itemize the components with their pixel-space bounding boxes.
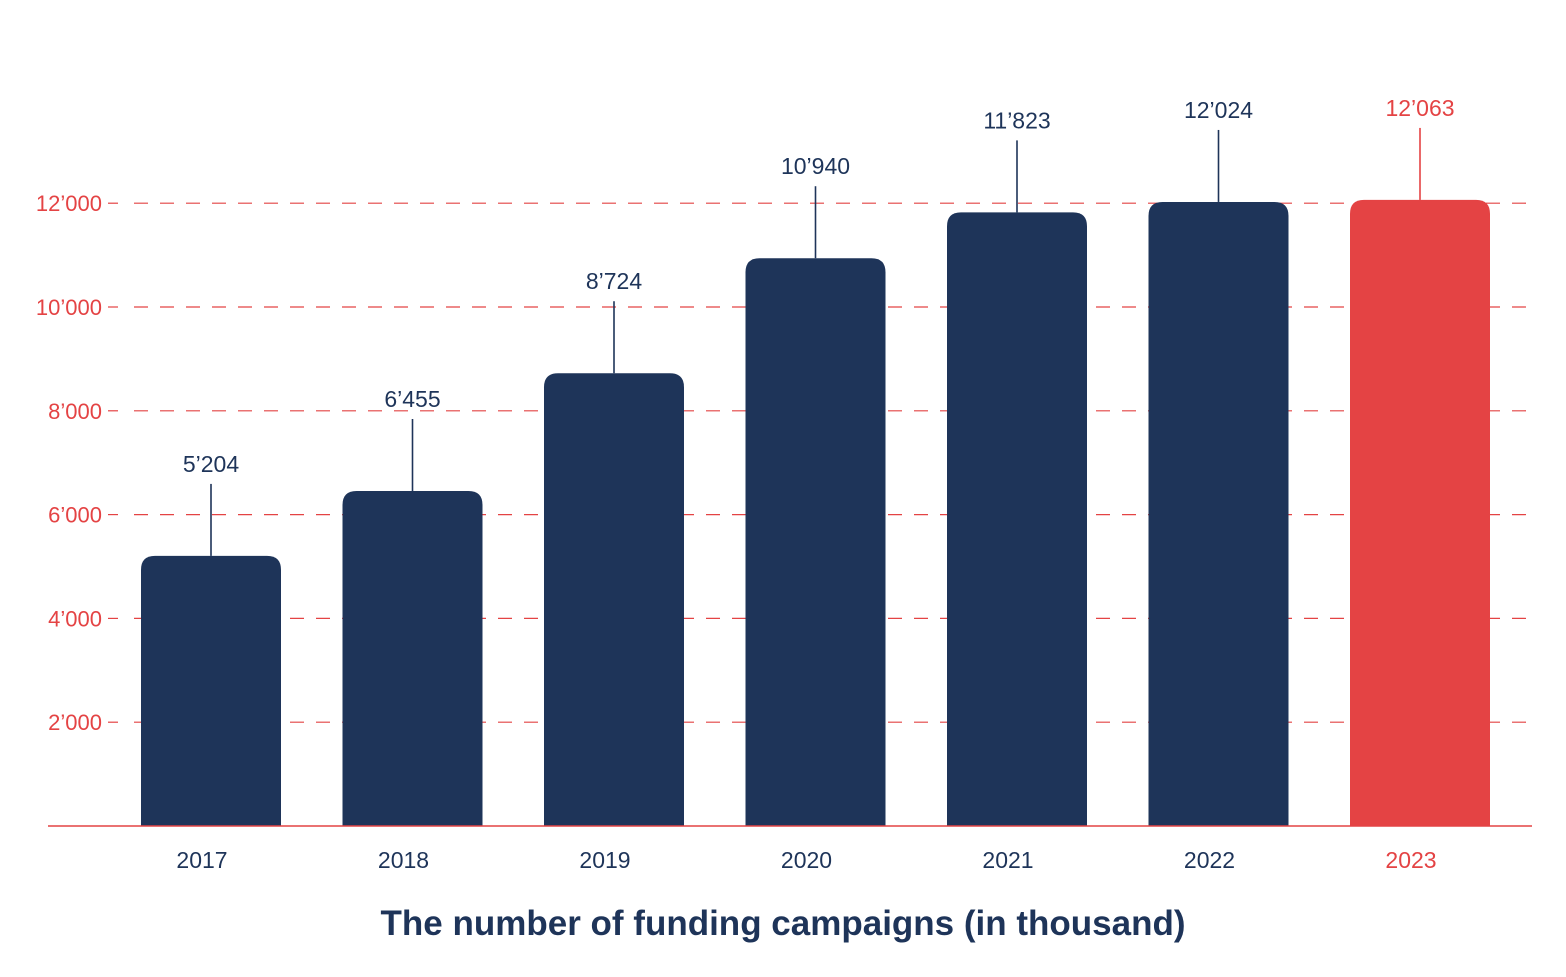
bar-2018 <box>342 490 483 826</box>
bar-2023 <box>1350 199 1490 826</box>
data-label-2017: 5’204 <box>183 451 239 477</box>
bar-2017 <box>141 555 281 826</box>
bar-2021 <box>947 212 1087 827</box>
data-labels: 5’204 6’455 8’724 10’940 11’823 12’024 12’063 <box>183 95 1455 556</box>
x-tick-label-2020: 2020 <box>781 847 832 873</box>
y-tick-label: 10’000 <box>36 295 102 320</box>
data-label-2021: 11’823 <box>983 107 1050 133</box>
x-tick-label-2017: 2017 <box>176 847 227 873</box>
x-tick-label-2019: 2019 <box>579 847 630 873</box>
y-tick-label: 4’000 <box>48 606 102 631</box>
data-label-2023: 12’063 <box>1385 95 1454 121</box>
x-tick-label-2021: 2021 <box>982 847 1033 873</box>
y-tick-label: 12’000 <box>36 191 102 216</box>
x-axis-categories: 2017 2018 2019 2020 2021 2022 2023 <box>176 847 1436 873</box>
data-label-2018: 6’455 <box>384 386 440 412</box>
bar-2019 <box>544 373 684 826</box>
bar-2022 <box>1148 201 1289 826</box>
bar-2020 <box>745 258 886 826</box>
x-axis-title: The number of funding campaigns (in thou… <box>380 904 1186 943</box>
y-axis-ticks: 2’000 4’000 6’000 8’000 10’000 12’000 <box>36 191 118 735</box>
y-tick-label: 6’000 <box>48 503 102 528</box>
bars <box>141 199 1490 827</box>
data-label-2022: 12’024 <box>1184 97 1253 123</box>
x-tick-label-2022: 2022 <box>1184 847 1235 873</box>
x-tick-label-2023: 2023 <box>1385 847 1436 873</box>
x-tick-label-2018: 2018 <box>378 847 429 873</box>
y-tick-label: 8’000 <box>48 399 102 424</box>
y-tick-label: 2’000 <box>48 710 102 735</box>
data-label-2019: 8’724 <box>586 268 642 294</box>
data-label-2020: 10’940 <box>781 153 850 179</box>
